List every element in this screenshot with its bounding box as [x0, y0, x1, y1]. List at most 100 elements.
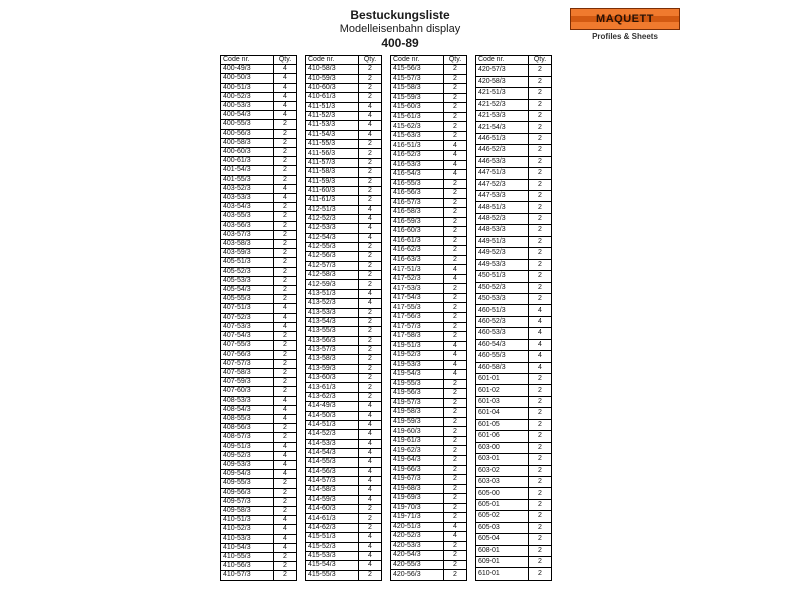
table-row: 415-51/34: [306, 533, 382, 542]
cell-code: 416-52/3: [391, 150, 444, 160]
cell-qty: 2: [274, 148, 297, 157]
table-row: 450-51/32: [476, 271, 552, 282]
table-row: 414-54/34: [306, 448, 382, 457]
cell-qty: 2: [274, 562, 297, 571]
table-row: 400-56/32: [221, 129, 297, 138]
table-row: 415-54/34: [306, 561, 382, 570]
cell-qty: 2: [274, 387, 297, 396]
cell-code: 415-57/3: [391, 74, 444, 84]
cell-code: 407-54/3: [221, 332, 274, 341]
cell-qty: 2: [274, 120, 297, 129]
cell-qty: 4: [359, 233, 382, 242]
cell-qty: 2: [359, 514, 382, 523]
cell-code: 419-53/3: [391, 360, 444, 370]
table-row: 419-55/32: [391, 379, 467, 389]
cell-code: 415-58/3: [391, 84, 444, 94]
cell-code: 460-54/3: [476, 339, 529, 350]
table-row: 413-52/34: [306, 299, 382, 308]
cell-code: 401-54/3: [221, 166, 274, 175]
cell-code: 416-57/3: [391, 198, 444, 208]
table-row: 408-57/32: [221, 433, 297, 442]
table-row: 403-55/32: [221, 212, 297, 221]
table-row: 420-55/32: [391, 560, 467, 570]
cell-qty: 2: [529, 213, 552, 224]
cell-code: 605-01: [476, 499, 529, 510]
table-row: 419-68/32: [391, 484, 467, 494]
table-row: 412-54/34: [306, 233, 382, 242]
cell-code: 417-55/3: [391, 303, 444, 313]
cell-qty: 4: [274, 525, 297, 534]
table-row: 419-69/32: [391, 494, 467, 504]
cell-code: 411-52/3: [306, 112, 359, 121]
table-row: 416-52/34: [391, 150, 467, 160]
cell-code: 419-57/3: [391, 398, 444, 408]
cell-qty: 2: [274, 230, 297, 239]
cell-qty: 4: [529, 316, 552, 327]
table-row: 419-52/34: [391, 351, 467, 361]
cell-code: 400-52/3: [221, 92, 274, 101]
cell-code: 450-52/3: [476, 282, 529, 293]
cell-qty: 2: [444, 551, 467, 561]
cell-qty: 4: [359, 533, 382, 542]
table-row: 601-042: [476, 408, 552, 419]
cell-qty: 2: [529, 271, 552, 282]
cell-qty: 2: [444, 427, 467, 437]
cell-code: 414-52/3: [306, 430, 359, 439]
cell-code: 601-04: [476, 408, 529, 419]
cell-code: 401-55/3: [221, 175, 274, 184]
table-row: 409-53/34: [221, 460, 297, 469]
cell-qty: 4: [359, 402, 382, 411]
cell-qty: 2: [274, 571, 297, 580]
table-row: 405-53/32: [221, 276, 297, 285]
cell-qty: 2: [444, 455, 467, 465]
cell-code: 410-60/3: [306, 83, 359, 92]
cell-code: 411-53/3: [306, 121, 359, 130]
cell-code: 446-52/3: [476, 145, 529, 156]
cell-code: 447-51/3: [476, 168, 529, 179]
cell-qty: 2: [444, 122, 467, 132]
table-row: 416-59/32: [391, 217, 467, 227]
cell-code: 400-53/3: [221, 102, 274, 111]
cell-qty: 2: [444, 389, 467, 399]
cell-code: 605-02: [476, 511, 529, 522]
cell-code: 420-55/3: [391, 560, 444, 570]
cell-qty: 2: [529, 145, 552, 156]
table-row: 414-59/34: [306, 495, 382, 504]
cell-qty: 2: [359, 374, 382, 383]
table-row: 411-53/34: [306, 121, 382, 130]
cell-code: 403-55/3: [221, 212, 274, 221]
brand-name: MAQUETT: [570, 8, 680, 30]
table-row: 413-55/32: [306, 327, 382, 336]
cell-code: 414-55/3: [306, 458, 359, 467]
cell-qty: 4: [274, 313, 297, 322]
table-row: 403-57/32: [221, 230, 297, 239]
cell-code: 419-55/3: [391, 379, 444, 389]
cell-qty: 4: [274, 414, 297, 423]
table-row: 415-56/32: [391, 65, 467, 75]
cell-qty: 2: [359, 383, 382, 392]
cell-qty: 4: [274, 92, 297, 101]
table-row: 400-52/34: [221, 92, 297, 101]
table-row: 419-51/34: [391, 341, 467, 351]
table-row: 411-58/32: [306, 168, 382, 177]
table-row: 409-58/32: [221, 506, 297, 515]
cell-code: 410-52/3: [221, 525, 274, 534]
table-row: 420-58/32: [476, 76, 552, 87]
cell-code: 420-54/3: [391, 551, 444, 561]
table-row: 416-53/34: [391, 160, 467, 170]
cell-code: 405-51/3: [221, 258, 274, 267]
table-row: 605-042: [476, 534, 552, 545]
table-row: 408-54/34: [221, 405, 297, 414]
cell-code: 415-53/3: [306, 551, 359, 560]
cell-qty: 2: [359, 317, 382, 326]
cell-qty: 4: [359, 430, 382, 439]
cell-code: 408-54/3: [221, 405, 274, 414]
cell-qty: 2: [529, 408, 552, 419]
table-row: 400-55/32: [221, 120, 297, 129]
cell-code: 413-52/3: [306, 299, 359, 308]
table-row: 416-63/32: [391, 255, 467, 265]
cell-code: 407-53/3: [221, 322, 274, 331]
table-row: 421-52/32: [476, 99, 552, 110]
cell-code: 421-52/3: [476, 99, 529, 110]
cell-code: 410-59/3: [306, 74, 359, 83]
